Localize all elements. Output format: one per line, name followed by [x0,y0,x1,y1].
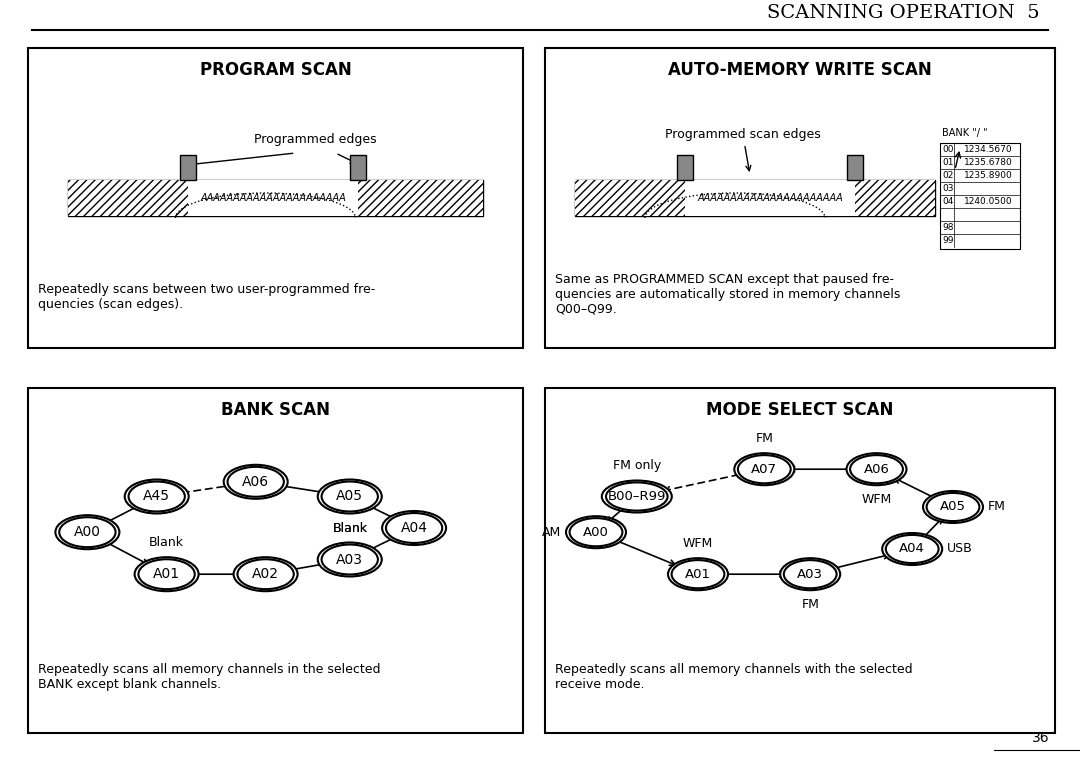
Text: AAAAAAAAAAAAAAAAAAAAAA: AAAAAAAAAAAAAAAAAAAAAA [697,193,842,203]
Text: A05: A05 [940,501,966,514]
FancyBboxPatch shape [575,180,935,216]
Text: A04: A04 [900,543,926,555]
Text: 1234.5670: 1234.5670 [963,145,1012,154]
Text: A01: A01 [153,567,180,581]
FancyBboxPatch shape [575,180,685,216]
Text: WFM: WFM [862,493,892,506]
Text: A01: A01 [685,568,711,581]
Text: SCANNING OPERATION  5: SCANNING OPERATION 5 [768,4,1040,22]
Text: FM: FM [801,598,819,611]
Text: AUTO-MEMORY WRITE SCAN: AUTO-MEMORY WRITE SCAN [669,61,932,79]
Text: FM only: FM only [612,459,661,472]
Text: Same as PROGRAMMED SCAN except that paused fre-
quencies are automatically store: Same as PROGRAMMED SCAN except that paus… [555,273,901,316]
Text: A05: A05 [336,489,363,504]
Text: 1240.0500: 1240.0500 [963,197,1012,206]
Ellipse shape [566,516,626,548]
Ellipse shape [318,479,381,514]
Text: Programmed edges: Programmed edges [254,133,377,146]
Text: 1235.6780: 1235.6780 [963,158,1012,167]
Text: BANK "/ ": BANK "/ " [942,128,988,138]
Text: Blank: Blank [149,536,184,549]
Ellipse shape [224,465,287,499]
Text: 03: 03 [942,184,954,193]
FancyBboxPatch shape [545,388,1055,733]
FancyBboxPatch shape [357,180,483,216]
Polygon shape [677,155,693,180]
Ellipse shape [734,453,794,485]
FancyBboxPatch shape [28,48,523,348]
Text: Repeatedly scans all memory channels in the selected
BANK except blank channels.: Repeatedly scans all memory channels in … [38,663,380,691]
Text: 99: 99 [942,236,954,245]
FancyBboxPatch shape [68,180,188,216]
Text: A00: A00 [583,526,609,539]
FancyBboxPatch shape [685,180,855,216]
Text: 02: 02 [943,171,954,180]
Ellipse shape [382,511,446,545]
Text: FM: FM [755,432,773,445]
FancyBboxPatch shape [940,143,1020,249]
Polygon shape [350,155,366,180]
Ellipse shape [669,559,728,591]
Ellipse shape [780,559,840,591]
FancyBboxPatch shape [188,180,357,216]
Text: A45: A45 [144,489,171,504]
Text: A06: A06 [864,463,890,475]
Text: MODE SELECT SCAN: MODE SELECT SCAN [706,401,893,419]
Ellipse shape [124,479,189,514]
Ellipse shape [135,557,199,591]
FancyBboxPatch shape [28,388,523,733]
Text: 01: 01 [942,158,954,167]
Text: 04: 04 [943,197,954,206]
Text: Blank: Blank [333,521,367,534]
Ellipse shape [882,533,942,565]
Ellipse shape [923,491,983,523]
Text: FM: FM [988,501,1005,514]
Ellipse shape [602,481,672,513]
Text: A00: A00 [73,525,100,539]
Text: WFM: WFM [683,537,713,550]
Ellipse shape [55,515,120,549]
Text: 00: 00 [942,145,954,154]
FancyBboxPatch shape [68,180,483,216]
Text: Repeatedly scans all memory channels with the selected
receive mode.: Repeatedly scans all memory channels wit… [555,663,913,691]
Text: AM: AM [542,526,561,539]
Ellipse shape [233,557,298,591]
Text: 98: 98 [942,223,954,232]
Text: 36: 36 [1032,731,1050,745]
Text: A03: A03 [797,568,823,581]
Text: PROGRAM SCAN: PROGRAM SCAN [200,61,351,79]
Text: B00–R99: B00–R99 [608,490,666,503]
Ellipse shape [318,543,381,577]
Text: BANK SCAN: BANK SCAN [221,401,330,419]
Polygon shape [180,155,195,180]
Text: AAAAAAAAAAAAAAAAAAAAAA: AAAAAAAAAAAAAAAAAAAAAA [200,193,346,203]
Text: A02: A02 [252,567,279,581]
Text: 1235.8900: 1235.8900 [963,171,1012,180]
Text: A07: A07 [752,463,778,475]
FancyBboxPatch shape [545,48,1055,348]
FancyBboxPatch shape [855,180,935,216]
Ellipse shape [847,453,906,485]
Text: Blank: Blank [333,521,367,534]
Text: Repeatedly scans between two user-programmed fre-
quencies (scan edges).: Repeatedly scans between two user-progra… [38,283,375,311]
Text: A06: A06 [242,475,269,488]
Text: Programmed scan edges: Programmed scan edges [665,128,821,171]
Text: A04: A04 [401,521,428,535]
Polygon shape [847,155,863,180]
Text: USB: USB [947,543,973,555]
Text: A03: A03 [336,552,363,566]
